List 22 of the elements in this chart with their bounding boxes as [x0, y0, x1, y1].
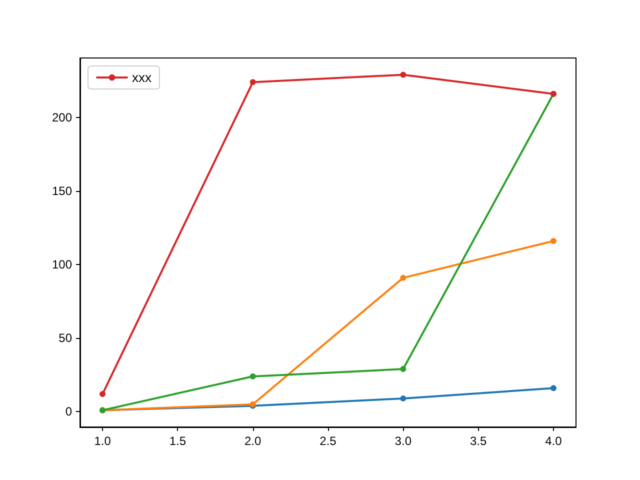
point: [250, 79, 256, 86]
y-tick-label: 200: [52, 110, 72, 124]
x-tick-label: 1.0: [94, 434, 112, 448]
point: [400, 72, 406, 78]
x-tick-label: 4.0: [545, 434, 562, 448]
point: [550, 238, 556, 244]
x-tick-label: 3.0: [394, 434, 412, 448]
x-tick-label: 1.5: [169, 434, 186, 448]
y-tick-label: 0: [65, 404, 72, 419]
legend-label: xxx: [132, 70, 152, 85]
y-tick-label: 50: [58, 331, 72, 346]
x-tick-label: 2.0: [244, 434, 262, 448]
y-tick-label: 150: [52, 184, 72, 198]
point: [250, 373, 256, 380]
x-tick-label: 3.5: [470, 434, 487, 448]
point: [400, 366, 406, 372]
point: [100, 391, 106, 398]
point: [400, 274, 406, 281]
point: [550, 385, 556, 392]
point: [400, 395, 406, 402]
x-tick-label: 2.5: [320, 434, 337, 448]
y-tick-label: 100: [52, 258, 72, 272]
